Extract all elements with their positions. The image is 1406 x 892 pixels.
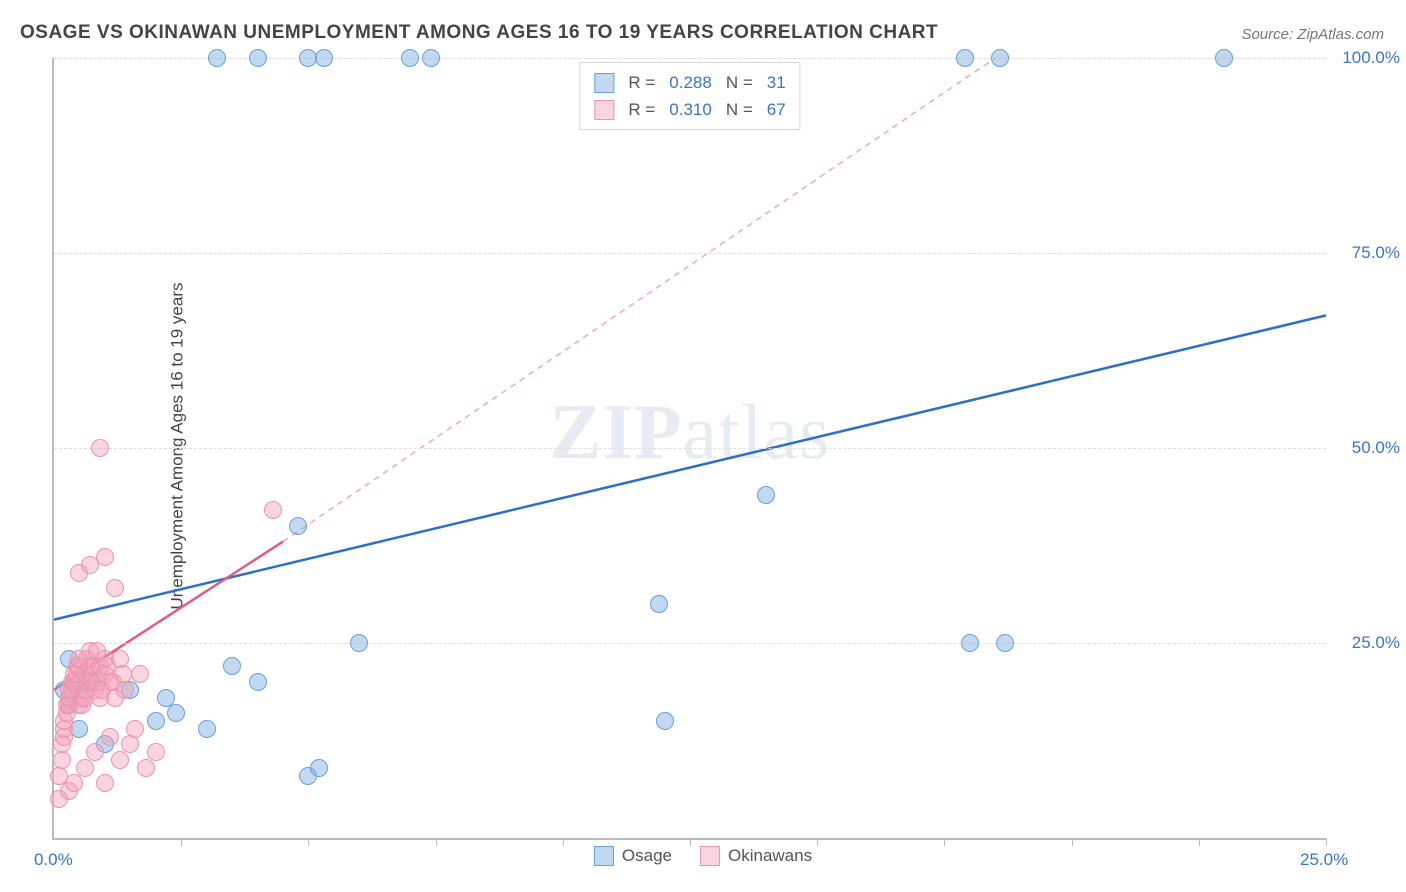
- x-axis-max-label: 25.0%: [1300, 850, 1348, 870]
- x-tick: [181, 838, 182, 846]
- point-osage: [961, 634, 979, 652]
- watermark-rest: atlas: [683, 388, 831, 475]
- point-okinawans: [131, 665, 149, 683]
- legend-label-okinawans: Okinawans: [728, 846, 812, 866]
- trendline-extrapolate-okinawans: [283, 58, 995, 542]
- point-osage: [289, 517, 307, 535]
- point-okinawans: [96, 774, 114, 792]
- x-tick: [944, 838, 945, 846]
- series-legend: Osage Okinawans: [594, 846, 812, 866]
- point-okinawans: [91, 439, 109, 457]
- point-osage: [401, 49, 419, 67]
- point-okinawans: [126, 720, 144, 738]
- point-osage: [198, 720, 216, 738]
- swatch-osage-icon: [594, 73, 614, 93]
- n-value-osage: 31: [767, 69, 786, 96]
- x-tick: [1199, 838, 1200, 846]
- x-tick: [1072, 838, 1073, 846]
- swatch-okinawans-icon: [594, 100, 614, 120]
- x-tick: [563, 838, 564, 846]
- point-okinawans: [101, 728, 119, 746]
- point-osage: [350, 634, 368, 652]
- r-value-okinawans: 0.310: [669, 96, 712, 123]
- y-tick-label: 100.0%: [1334, 48, 1400, 68]
- swatch-okinawans-icon: [700, 846, 720, 866]
- y-tick-label: 50.0%: [1334, 438, 1400, 458]
- legend-item-okinawans: Okinawans: [700, 846, 812, 866]
- point-okinawans: [53, 751, 71, 769]
- point-okinawans: [264, 501, 282, 519]
- point-okinawans: [76, 759, 94, 777]
- point-osage: [147, 712, 165, 730]
- point-osage: [315, 49, 333, 67]
- r-label: R =: [628, 69, 655, 96]
- n-label: N =: [726, 69, 753, 96]
- point-osage: [208, 49, 226, 67]
- x-tick: [308, 838, 309, 846]
- x-tick: [690, 838, 691, 846]
- point-osage: [310, 759, 328, 777]
- point-osage: [956, 49, 974, 67]
- scatter-plot-area: ZIPatlas R = 0.288 N = 31 R = 0.310 N = …: [52, 58, 1326, 840]
- legend-item-osage: Osage: [594, 846, 672, 866]
- x-tick: [436, 838, 437, 846]
- n-label: N =: [726, 96, 753, 123]
- point-osage: [223, 657, 241, 675]
- point-osage: [249, 49, 267, 67]
- watermark-bold: ZIP: [550, 388, 683, 475]
- chart-title: OSAGE VS OKINAWAN UNEMPLOYMENT AMONG AGE…: [20, 22, 938, 44]
- point-okinawans: [106, 579, 124, 597]
- x-tick: [817, 838, 818, 846]
- point-okinawans: [147, 743, 165, 761]
- trendline-osage: [54, 315, 1326, 619]
- legend-label-osage: Osage: [622, 846, 672, 866]
- point-osage: [991, 49, 1009, 67]
- point-osage: [757, 486, 775, 504]
- point-okinawans: [96, 548, 114, 566]
- point-osage: [996, 634, 1014, 652]
- point-osage: [249, 673, 267, 691]
- x-tick: [1326, 838, 1327, 846]
- point-osage: [1215, 49, 1233, 67]
- n-value-okinawans: 67: [767, 96, 786, 123]
- gridline-h: [54, 253, 1326, 254]
- stats-row-okinawans: R = 0.310 N = 67: [594, 96, 785, 123]
- r-label: R =: [628, 96, 655, 123]
- swatch-osage-icon: [594, 846, 614, 866]
- point-okinawans: [65, 774, 83, 792]
- watermark-text: ZIPatlas: [550, 387, 831, 477]
- gridline-h: [54, 58, 1326, 59]
- point-osage: [167, 704, 185, 722]
- point-okinawans: [121, 735, 139, 753]
- point-okinawans: [86, 743, 104, 761]
- point-osage: [650, 595, 668, 613]
- point-osage: [656, 712, 674, 730]
- point-okinawans: [116, 681, 134, 699]
- stats-legend: R = 0.288 N = 31 R = 0.310 N = 67: [579, 62, 800, 130]
- stats-row-osage: R = 0.288 N = 31: [594, 69, 785, 96]
- gridline-h: [54, 643, 1326, 644]
- y-tick-label: 25.0%: [1334, 633, 1400, 653]
- point-osage: [422, 49, 440, 67]
- r-value-osage: 0.288: [669, 69, 712, 96]
- y-tick-label: 75.0%: [1334, 243, 1400, 263]
- source-attribution: Source: ZipAtlas.com: [1241, 26, 1384, 43]
- point-okinawans: [111, 751, 129, 769]
- point-okinawans: [137, 759, 155, 777]
- gridline-h: [54, 448, 1326, 449]
- x-axis-origin-label: 0.0%: [34, 850, 73, 870]
